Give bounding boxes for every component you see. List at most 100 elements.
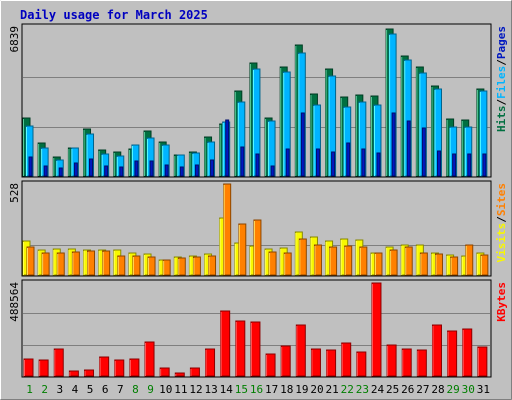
bar-sites-12 — [192, 256, 201, 276]
day-label-3: 3 — [57, 383, 64, 396]
bar-pages-16 — [255, 153, 260, 177]
bar-kbytes-24 — [371, 282, 382, 377]
bar-kbytes-28 — [431, 324, 442, 377]
bar-kbytes-12 — [189, 367, 200, 377]
bar-pages-8 — [134, 160, 139, 177]
day-label-11: 11 — [174, 383, 187, 396]
legend-entry-Visits-0: Visits — [495, 223, 508, 263]
bar-kbytes-27 — [416, 349, 427, 377]
bar-sites-29 — [450, 256, 459, 276]
day-label-1: 1 — [26, 383, 33, 396]
bar-kbytes-21 — [326, 349, 337, 377]
bar-kbytes-5 — [84, 369, 95, 377]
bar-pages-23 — [361, 148, 366, 177]
chart-title: Daily usage for March 2025 — [20, 8, 208, 22]
bar-kbytes-20 — [310, 348, 321, 377]
day-label-21: 21 — [326, 383, 339, 396]
day-label-25: 25 — [386, 383, 399, 396]
bar-pages-21 — [331, 151, 336, 177]
bar-pages-26 — [406, 120, 411, 177]
bar-kbytes-22 — [341, 342, 352, 377]
bar-kbytes-17 — [265, 353, 276, 377]
bar-pages-18 — [285, 148, 290, 177]
bar-sites-30 — [465, 244, 474, 276]
bar-sites-9 — [147, 256, 156, 276]
day-label-9: 9 — [147, 383, 154, 396]
bar-kbytes-11 — [174, 372, 185, 377]
bar-sites-15 — [238, 223, 247, 276]
day-label-10: 10 — [159, 383, 172, 396]
day-label-12: 12 — [189, 383, 202, 396]
day-label-24: 24 — [371, 383, 385, 396]
bar-sites-27 — [419, 252, 428, 276]
day-label-4: 4 — [72, 383, 79, 396]
chart-panels: 6839Hits/Files/Pages528Visits/Sites48856… — [8, 23, 508, 378]
bar-sites-31 — [480, 254, 489, 276]
bar-kbytes-26 — [401, 348, 412, 377]
series-kbytes — [23, 282, 488, 377]
bar-pages-28 — [436, 150, 441, 177]
bar-kbytes-3 — [53, 348, 64, 377]
bar-kbytes-13 — [205, 348, 216, 377]
bar-sites-17 — [268, 251, 277, 276]
day-label-20: 20 — [310, 383, 323, 396]
day-label-26: 26 — [401, 383, 414, 396]
bar-sites-3 — [56, 252, 65, 276]
series-sites — [26, 183, 489, 276]
bar-pages-20 — [315, 148, 320, 177]
bar-pages-22 — [346, 142, 351, 177]
day-label-27: 27 — [416, 383, 429, 396]
bar-kbytes-23 — [356, 351, 367, 377]
bar-sites-26 — [404, 246, 413, 276]
day-label-13: 13 — [204, 383, 217, 396]
day-label-15: 15 — [235, 383, 248, 396]
bar-kbytes-19 — [295, 324, 306, 377]
day-label-17: 17 — [265, 383, 278, 396]
bar-sites-8 — [132, 255, 141, 276]
day-label-7: 7 — [117, 383, 124, 396]
bar-pages-14 — [225, 119, 230, 177]
bar-pages-7 — [119, 166, 124, 177]
bar-kbytes-7 — [114, 359, 125, 377]
bar-sites-13 — [208, 255, 217, 276]
bar-kbytes-30 — [462, 328, 473, 377]
bar-pages-5 — [89, 158, 94, 177]
bar-kbytes-6 — [99, 356, 110, 377]
bar-pages-10 — [164, 164, 169, 177]
bar-sites-4 — [71, 251, 80, 276]
bar-pages-12 — [194, 164, 199, 177]
day-label-19: 19 — [295, 383, 308, 396]
bar-pages-17 — [270, 165, 275, 177]
bar-sites-2 — [41, 252, 50, 276]
panel-middle: 528 Visits/Sites — [8, 180, 508, 277]
legend-entry-Hits-0: Hits — [495, 106, 508, 133]
day-label-23: 23 — [356, 383, 369, 396]
bar-sites-21 — [329, 246, 338, 276]
day-label-31: 31 — [477, 383, 490, 396]
bar-kbytes-18 — [280, 345, 291, 377]
bar-sites-6 — [102, 250, 111, 276]
bar-sites-28 — [434, 253, 443, 276]
bar-pages-27 — [421, 127, 426, 177]
bar-kbytes-9 — [144, 341, 155, 377]
legend-entry--1: / — [495, 216, 508, 223]
day-label-16: 16 — [250, 383, 263, 396]
bar-kbytes-25 — [386, 344, 397, 377]
day-label-2: 2 — [41, 383, 48, 396]
legend-entry-Files-2: Files — [495, 66, 508, 99]
bar-pages-19 — [300, 112, 305, 177]
bar-pages-15 — [240, 146, 245, 177]
bar-sites-14 — [223, 183, 232, 276]
bar-kbytes-14 — [220, 310, 231, 377]
bar-sites-5 — [87, 250, 96, 276]
legend-entry-Pages-4: Pages — [495, 26, 508, 59]
bar-pages-29 — [452, 153, 457, 177]
day-label-6: 6 — [102, 383, 109, 396]
bar-pages-30 — [467, 153, 472, 177]
bar-kbytes-31 — [477, 346, 488, 377]
bar-pages-4 — [73, 162, 78, 177]
bar-pages-24 — [376, 152, 381, 177]
day-label-30: 30 — [462, 383, 475, 396]
